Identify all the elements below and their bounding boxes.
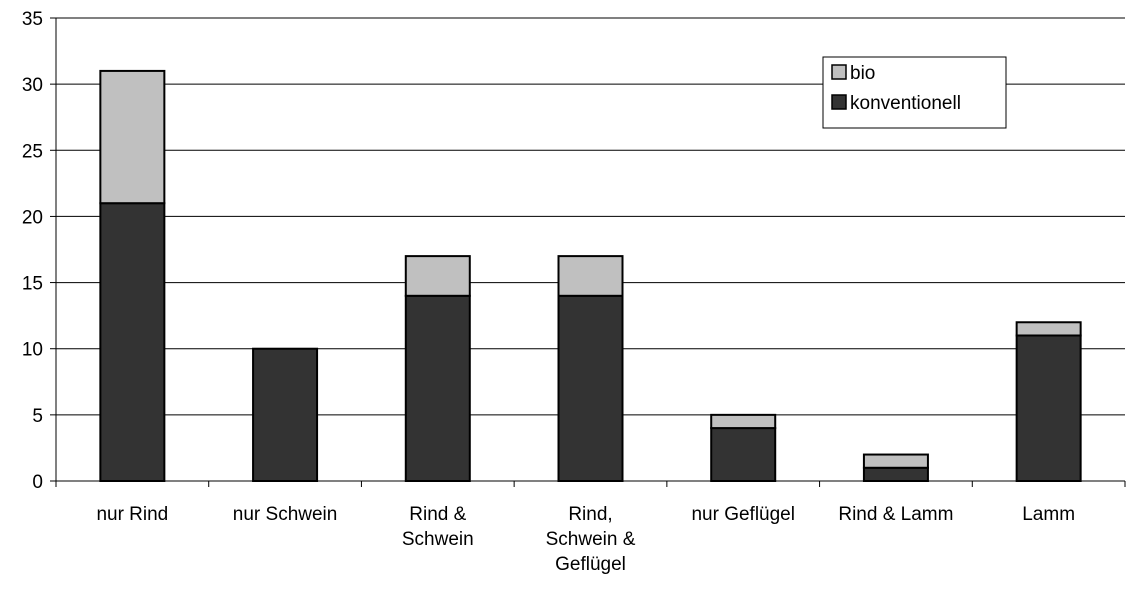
bar-konventionell-3 <box>557 294 624 482</box>
bar-bio-0 <box>99 69 166 205</box>
y-tick-label-25: 25 <box>22 141 43 162</box>
legend-label-bio: bio <box>850 63 875 84</box>
bar-konventionell-5 <box>862 466 929 482</box>
y-tick-label-35: 35 <box>22 9 43 30</box>
legend: bio konventionell <box>822 56 1007 129</box>
legend-label-konventionell: konventionell <box>850 93 961 114</box>
bar-bio-5 <box>862 453 929 469</box>
y-tick-label-20: 20 <box>22 207 43 228</box>
bar-konventionell-0 <box>99 202 166 482</box>
x-tick-label-0: nur Rind <box>96 504 168 525</box>
bar-konventionell-4 <box>710 427 777 483</box>
bars <box>99 69 1082 483</box>
bar-bio-3 <box>557 255 624 297</box>
bar-bio-4 <box>710 413 777 430</box>
x-tick-label-5: Rind & Lamm <box>838 504 953 525</box>
x-tick-label-4: nur Geflügel <box>691 504 795 525</box>
y-tick-label-10: 10 <box>22 340 43 361</box>
x-tick-label-3: Rind, Schwein & Geflügel <box>546 504 636 575</box>
bar-konventionell-6 <box>1015 334 1082 482</box>
legend-swatch-bio <box>831 64 847 80</box>
axes <box>50 17 1126 487</box>
y-tick-label-15: 15 <box>22 274 43 295</box>
bar-konventionell-2 <box>404 294 471 482</box>
x-tick-label-2: Rind & Schwein <box>402 504 474 550</box>
bar-bio-2 <box>404 255 471 297</box>
x-tick-label-6: Lamm <box>1022 504 1075 525</box>
legend-swatch-konventionell <box>831 94 847 110</box>
y-tick-label-5: 5 <box>32 406 43 427</box>
y-tick-labels: 0 5 10 15 20 25 30 35 <box>22 9 43 493</box>
x-tick-label-1: nur Schwein <box>233 504 338 525</box>
y-tick-label-30: 30 <box>22 75 43 96</box>
legend-box <box>822 56 1007 129</box>
bar-bio-6 <box>1015 321 1082 337</box>
x-tick-labels: nur Rind nur Schwein Rind & Schwein Rind, Sch… <box>96 504 1075 575</box>
bar-konventionell-1 <box>252 347 319 483</box>
y-tick-label-0: 0 <box>32 472 43 493</box>
